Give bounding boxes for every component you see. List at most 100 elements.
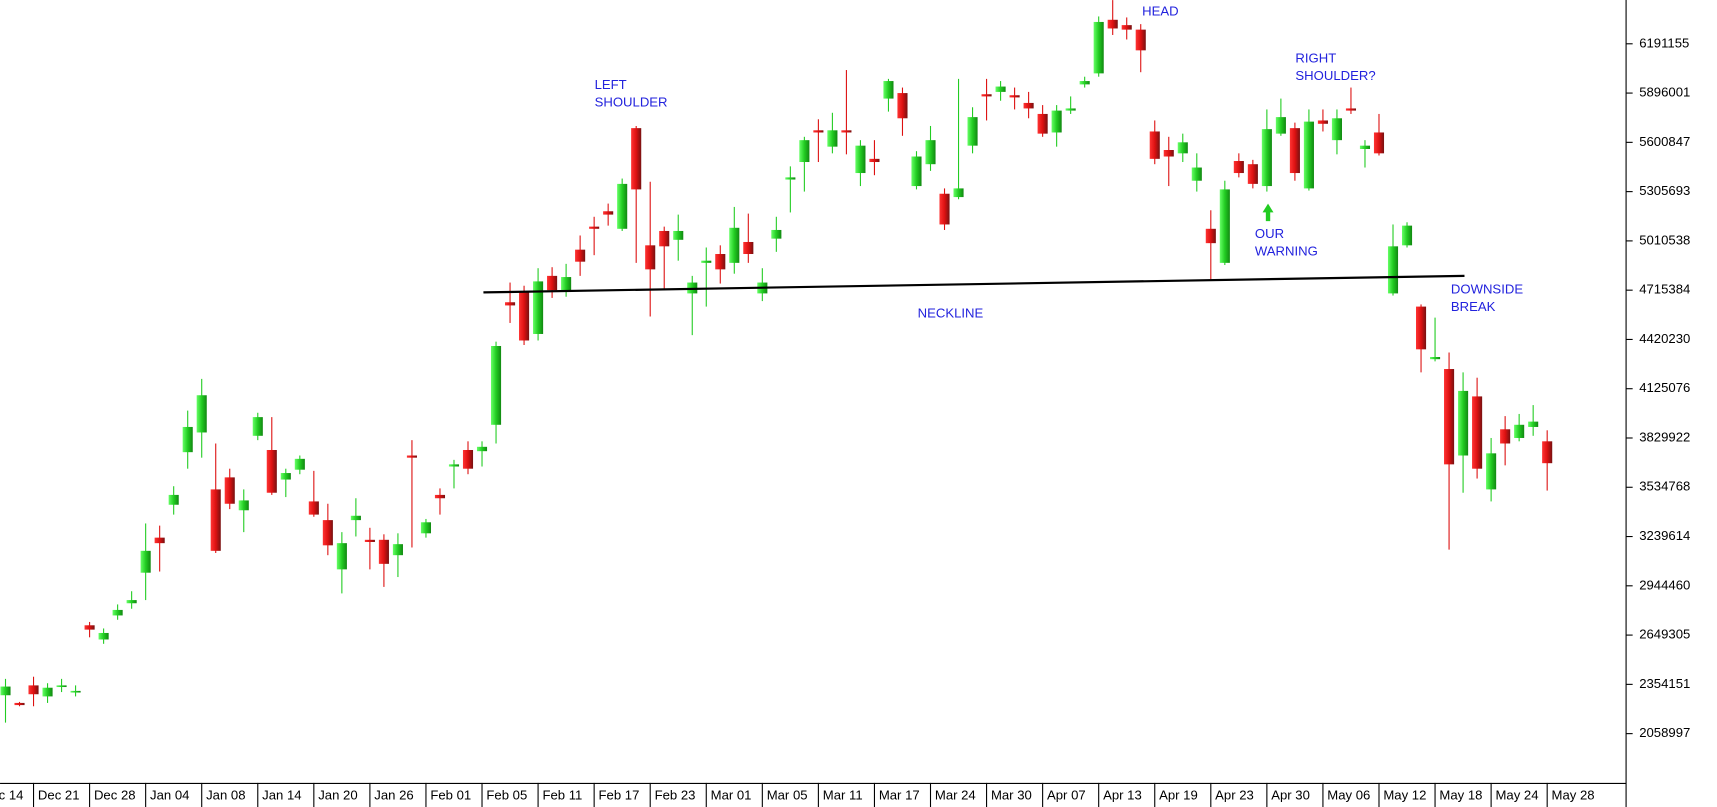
- candle-body: [1261, 129, 1272, 187]
- candle-body: [182, 426, 193, 453]
- candle-body: [1401, 225, 1413, 246]
- x-tick-label: Feb 23: [655, 788, 696, 803]
- candle-body: [1163, 150, 1174, 157]
- annotation: BREAK: [1451, 299, 1496, 314]
- candle-body: [1430, 357, 1441, 360]
- x-tick-label: Feb 01: [430, 788, 471, 803]
- y-tick-label: 3534768: [1639, 479, 1690, 494]
- candle-body: [659, 230, 670, 247]
- candle-body: [1345, 108, 1357, 111]
- candle-body: [0, 686, 11, 696]
- y-tick-label: 2354151: [1639, 676, 1690, 691]
- candle-body: [1528, 421, 1539, 427]
- candle-body: [378, 539, 389, 564]
- candle-body: [897, 93, 908, 119]
- candle-body: [1444, 369, 1455, 465]
- candle-body: [603, 211, 614, 215]
- x-tick-label: Dec 21: [38, 788, 80, 803]
- x-tick-label: Jan 14: [262, 788, 301, 803]
- candle-body: [1023, 102, 1034, 109]
- annotation: SHOULDER: [595, 94, 668, 109]
- candle-body: [1387, 246, 1399, 294]
- candle-body: [883, 81, 894, 99]
- candle-body: [294, 458, 305, 470]
- candle-body: [42, 687, 53, 697]
- candle-body: [308, 501, 319, 515]
- candle-body: [869, 158, 880, 163]
- candle-body: [1233, 161, 1244, 174]
- y-tick-label: 5600847: [1639, 134, 1690, 149]
- candle-body: [350, 515, 361, 521]
- candle-body: [533, 281, 544, 334]
- x-tick-label: Feb 05: [486, 788, 527, 803]
- x-tick-label: Apr 30: [1271, 788, 1310, 803]
- y-tick-label: 4125076: [1639, 380, 1690, 395]
- candle-body: [1051, 110, 1062, 133]
- candle-body: [84, 625, 95, 630]
- x-tick-label: May 06: [1327, 788, 1370, 803]
- candle-body: [1219, 189, 1230, 263]
- candle-body: [995, 86, 1006, 92]
- candle-body: [1191, 167, 1202, 181]
- candle-body: [1514, 424, 1525, 438]
- candle-body: [28, 685, 39, 695]
- candle-body: [1289, 128, 1300, 174]
- annotation: OUR: [1255, 226, 1284, 241]
- candle-body: [476, 446, 488, 452]
- candle-body: [1415, 306, 1427, 350]
- x-tick-label: May 28: [1552, 788, 1595, 803]
- x-tick-label: Apr 23: [1215, 788, 1254, 803]
- candle-body: [196, 395, 207, 433]
- x-tick-label: Mar 17: [879, 788, 920, 803]
- annotation: NECKLINE: [918, 306, 984, 321]
- candle-body: [1458, 390, 1469, 456]
- candle-body: [224, 477, 235, 504]
- candle-body: [56, 685, 67, 688]
- candle-body: [168, 494, 179, 505]
- candle-body: [911, 156, 922, 187]
- candle-body: [1373, 132, 1385, 154]
- candle-body: [855, 145, 866, 174]
- candle-body: [70, 690, 81, 693]
- candle-body: [434, 494, 446, 499]
- candle-body: [140, 550, 151, 573]
- candle-body: [1486, 453, 1497, 490]
- y-tick-label: 3829922: [1639, 429, 1690, 444]
- candle-body: [1079, 81, 1090, 85]
- candle-body: [448, 464, 460, 467]
- candle-body: [631, 128, 642, 190]
- candle-body: [98, 632, 109, 640]
- candle-body: [575, 249, 586, 262]
- candle-body: [406, 455, 417, 458]
- candle-body: [1009, 95, 1020, 98]
- x-tick-label: May 12: [1383, 788, 1426, 803]
- candle-body: [645, 245, 656, 270]
- candle-body: [490, 345, 502, 425]
- candle-body: [1275, 117, 1286, 134]
- candle-body: [561, 277, 572, 291]
- candle-body: [336, 543, 347, 570]
- x-tick-label: Dec 14: [0, 788, 23, 803]
- y-tick-label: 5896001: [1639, 85, 1690, 100]
- x-tick-label: Jan 20: [318, 788, 357, 803]
- y-tick-label: 6191155: [1639, 35, 1689, 50]
- x-tick-label: Mar 30: [991, 788, 1032, 803]
- candle-body: [1177, 142, 1188, 154]
- y-tick-label: 5010538: [1639, 232, 1690, 247]
- candle-body: [1135, 29, 1146, 51]
- candle-body: [1107, 19, 1118, 29]
- candle-body: [1500, 429, 1511, 444]
- y-tick-label: 4715384: [1639, 282, 1690, 297]
- candle-body: [238, 500, 249, 511]
- plot: [0, 0, 1553, 723]
- candle-body: [280, 473, 291, 480]
- candle-body: [1205, 228, 1216, 244]
- candle-body: [967, 117, 978, 146]
- candle-body: [953, 188, 964, 198]
- y-tick-label: 4420230: [1639, 331, 1690, 346]
- annotation: LEFT: [595, 77, 627, 92]
- candle-body: [364, 539, 375, 542]
- candle-body: [112, 609, 123, 616]
